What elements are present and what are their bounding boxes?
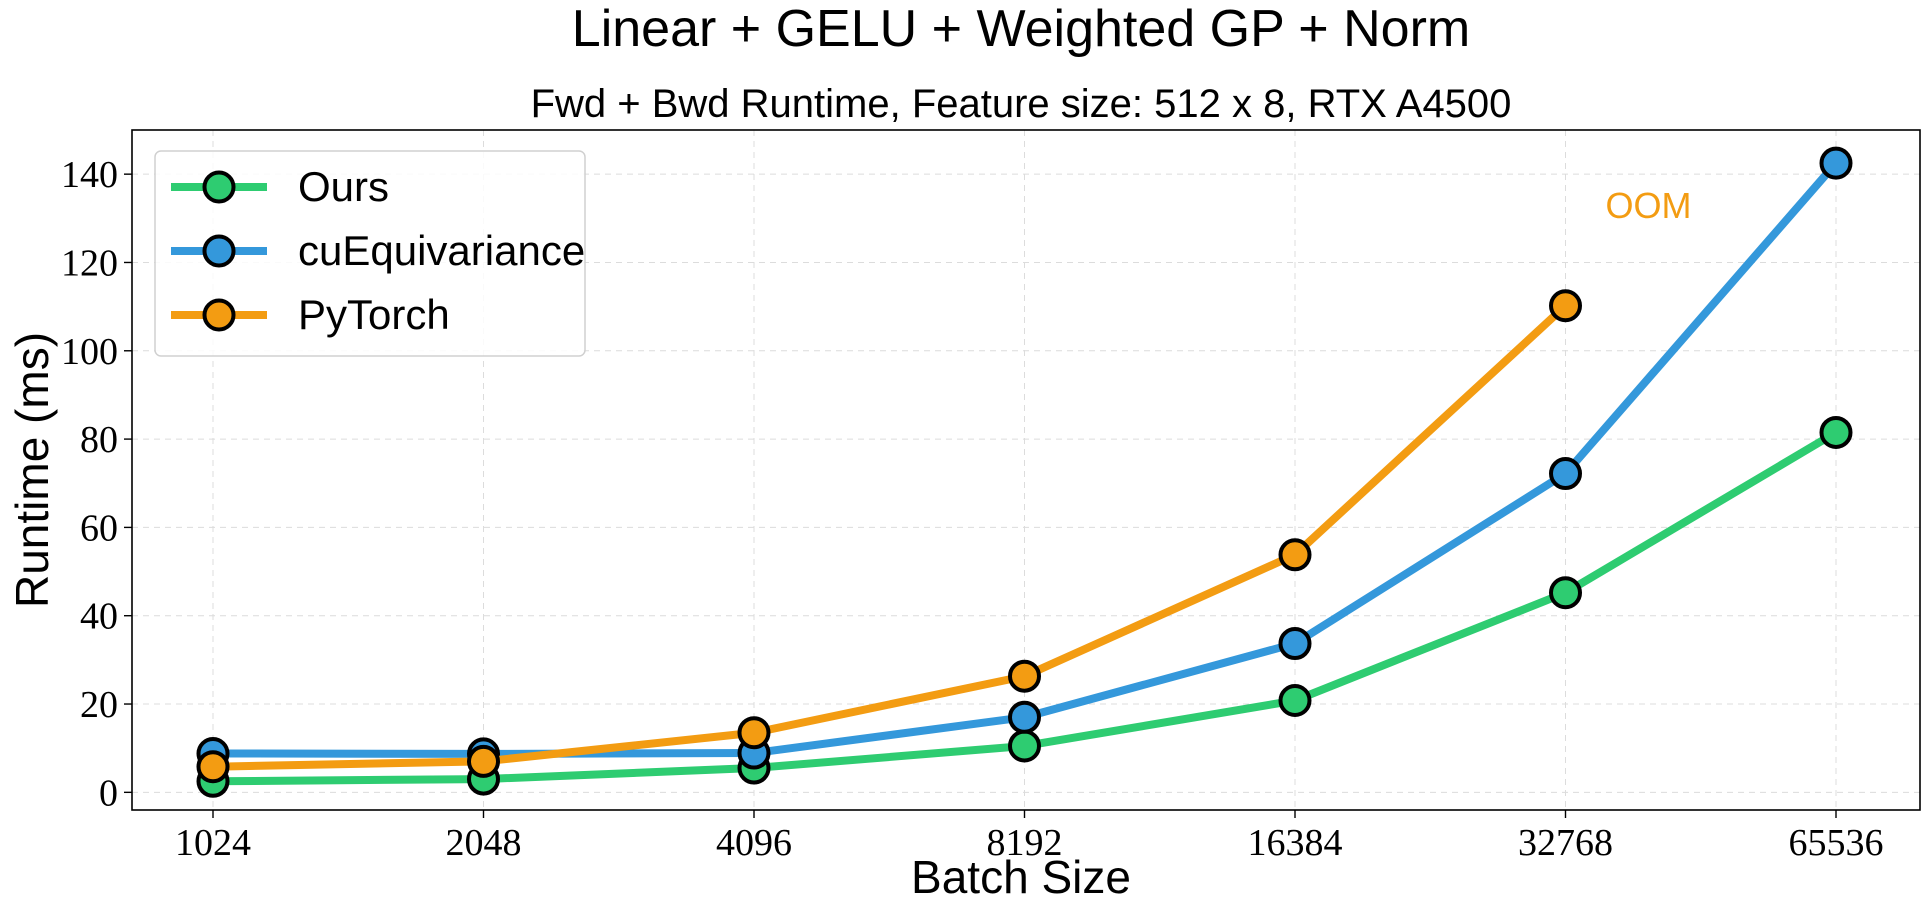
- oom-annotation: OOM: [1606, 185, 1692, 226]
- data-point: [1819, 415, 1853, 449]
- data-point: [1549, 289, 1582, 323]
- data-point: [1008, 700, 1041, 734]
- y-tick-label: 140: [61, 154, 118, 196]
- series-ours: [196, 415, 1853, 798]
- legend-item-pytorch: PyTorch: [171, 291, 450, 338]
- x-tick-label: 1024: [175, 822, 251, 864]
- data-point: [1278, 538, 1312, 572]
- data-point: [1278, 683, 1312, 717]
- x-tick-label: 2048: [446, 822, 522, 864]
- data-point: [1549, 576, 1582, 610]
- data-point: [1008, 659, 1041, 693]
- x-tick-label: 4096: [716, 822, 792, 864]
- chart-title: Linear + GELU + Weighted GP + Norm: [572, 0, 1470, 58]
- data-point: [1549, 457, 1582, 491]
- legend-marker: [202, 234, 236, 268]
- data-point: [196, 750, 230, 784]
- chart-subtitle: Fwd + Bwd Runtime, Feature size: 512 x 8…: [531, 82, 1512, 126]
- data-point: [1278, 627, 1312, 661]
- annotations: OOM: [1606, 185, 1692, 226]
- y-tick-label: 100: [61, 331, 118, 373]
- x-tick-label: 65536: [1789, 822, 1884, 864]
- x-tick-label: 8192: [987, 822, 1063, 864]
- legend-marker: [202, 170, 236, 204]
- y-tick-label: 20: [80, 684, 118, 726]
- y-tick-label: 80: [80, 419, 118, 461]
- data-point: [1819, 146, 1853, 180]
- y-tick-label: 40: [80, 596, 118, 638]
- y-axis-label: Runtime (ms): [6, 332, 58, 608]
- legend-frame: [154, 150, 586, 357]
- y-tick-label: 0: [99, 772, 118, 814]
- legend-label: cuEquivariance: [298, 227, 585, 274]
- legend-label: Ours: [298, 163, 389, 210]
- series-pytorch: [196, 289, 1582, 784]
- data-point: [1008, 729, 1041, 763]
- x-axis-ticks: 1024 2048 4096 8192 16384 32768 65536: [175, 810, 1884, 864]
- x-tick-label: 16384: [1248, 822, 1343, 864]
- legend-item-cuequivariance: cuEquivariance: [171, 227, 585, 274]
- x-tick-label: 32768: [1518, 822, 1613, 864]
- plot-frame: [131, 129, 1921, 811]
- legend-label: PyTorch: [298, 291, 450, 338]
- y-tick-label: 120: [61, 242, 118, 284]
- x-axis-label: Batch Size: [911, 851, 1131, 903]
- data-point: [467, 744, 500, 778]
- y-axis-ticks: 0 20 40 60 80 100 120 140: [61, 154, 132, 814]
- series-lines: [196, 146, 1853, 798]
- legend-marker: [202, 298, 236, 332]
- data-point: [737, 716, 771, 750]
- legend-item-ours: Ours: [171, 163, 389, 210]
- legend: Ours cuEquivariance PyTorch: [154, 150, 586, 357]
- y-tick-label: 60: [80, 507, 118, 549]
- series-line: [209, 301, 1570, 771]
